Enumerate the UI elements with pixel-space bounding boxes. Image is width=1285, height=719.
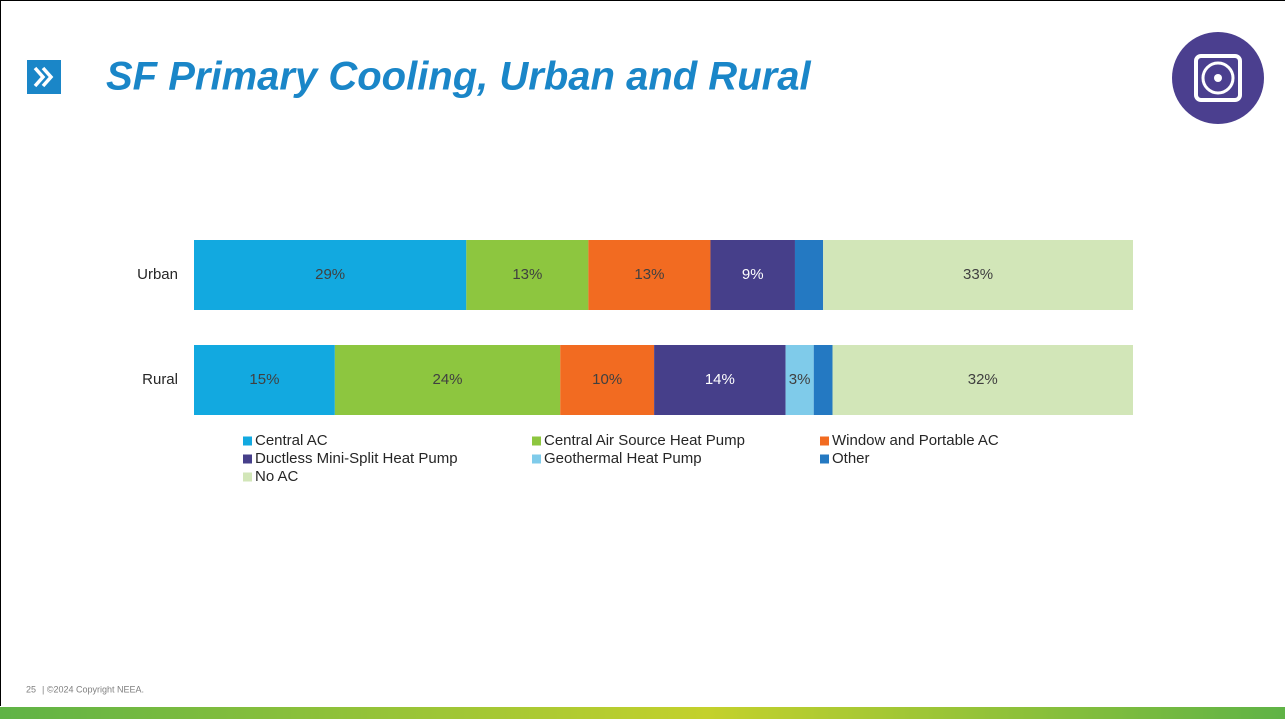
- chevron-icon: [27, 60, 61, 94]
- category-label: Rural: [142, 371, 178, 388]
- bar-segment: [654, 345, 786, 415]
- legend-label: No AC: [255, 468, 299, 485]
- footer-band: [0, 707, 1285, 719]
- legend-swatch: [243, 454, 252, 464]
- bar-segment: [832, 345, 1133, 415]
- legend-label: Window and Portable AC: [832, 432, 999, 449]
- bar-segment: [194, 240, 467, 310]
- legend-label: Central AC: [255, 432, 328, 449]
- bar-segment: [823, 240, 1133, 310]
- legend-swatch: [820, 454, 829, 464]
- bar-segment: [334, 345, 561, 415]
- data-label: 9%: [742, 266, 764, 283]
- data-label: 13%: [634, 266, 664, 283]
- bar-segment: [588, 240, 711, 310]
- legend-swatch: [532, 436, 541, 446]
- bar-segment: [785, 345, 814, 415]
- slide-title: SF Primary Cooling, Urban and Rural: [106, 55, 811, 99]
- legend-label: Ductless Mini-Split Heat Pump: [255, 450, 458, 467]
- data-label: 24%: [433, 371, 463, 388]
- bar-segment: [194, 345, 335, 415]
- data-label: 29%: [315, 266, 345, 283]
- data-label: 14%: [705, 371, 735, 388]
- data-label: 32%: [968, 371, 998, 388]
- legend-swatch: [243, 436, 252, 446]
- page-number: 25: [26, 684, 36, 694]
- data-label: 13%: [512, 266, 542, 283]
- data-label: 33%: [963, 266, 993, 283]
- legend-label: Other: [832, 450, 870, 467]
- legend-label: Geothermal Heat Pump: [544, 450, 702, 467]
- bar-segment: [466, 240, 589, 310]
- data-label: 3%: [789, 371, 811, 388]
- fan-icon: [1172, 32, 1264, 124]
- bar-segment: [794, 240, 824, 310]
- bar-segment: [560, 345, 655, 415]
- legend-swatch: [820, 436, 829, 446]
- data-label: 10%: [592, 371, 622, 388]
- bar-segment: [710, 240, 795, 310]
- legend-swatch: [532, 454, 541, 464]
- data-label: 15%: [249, 371, 279, 388]
- legend-label: Central Air Source Heat Pump: [544, 432, 745, 449]
- category-label: Urban: [137, 266, 178, 283]
- legend-swatch: [243, 472, 252, 482]
- bar-segment: [813, 345, 833, 415]
- copyright: | ©2024 Copyright NEEA.: [42, 684, 144, 694]
